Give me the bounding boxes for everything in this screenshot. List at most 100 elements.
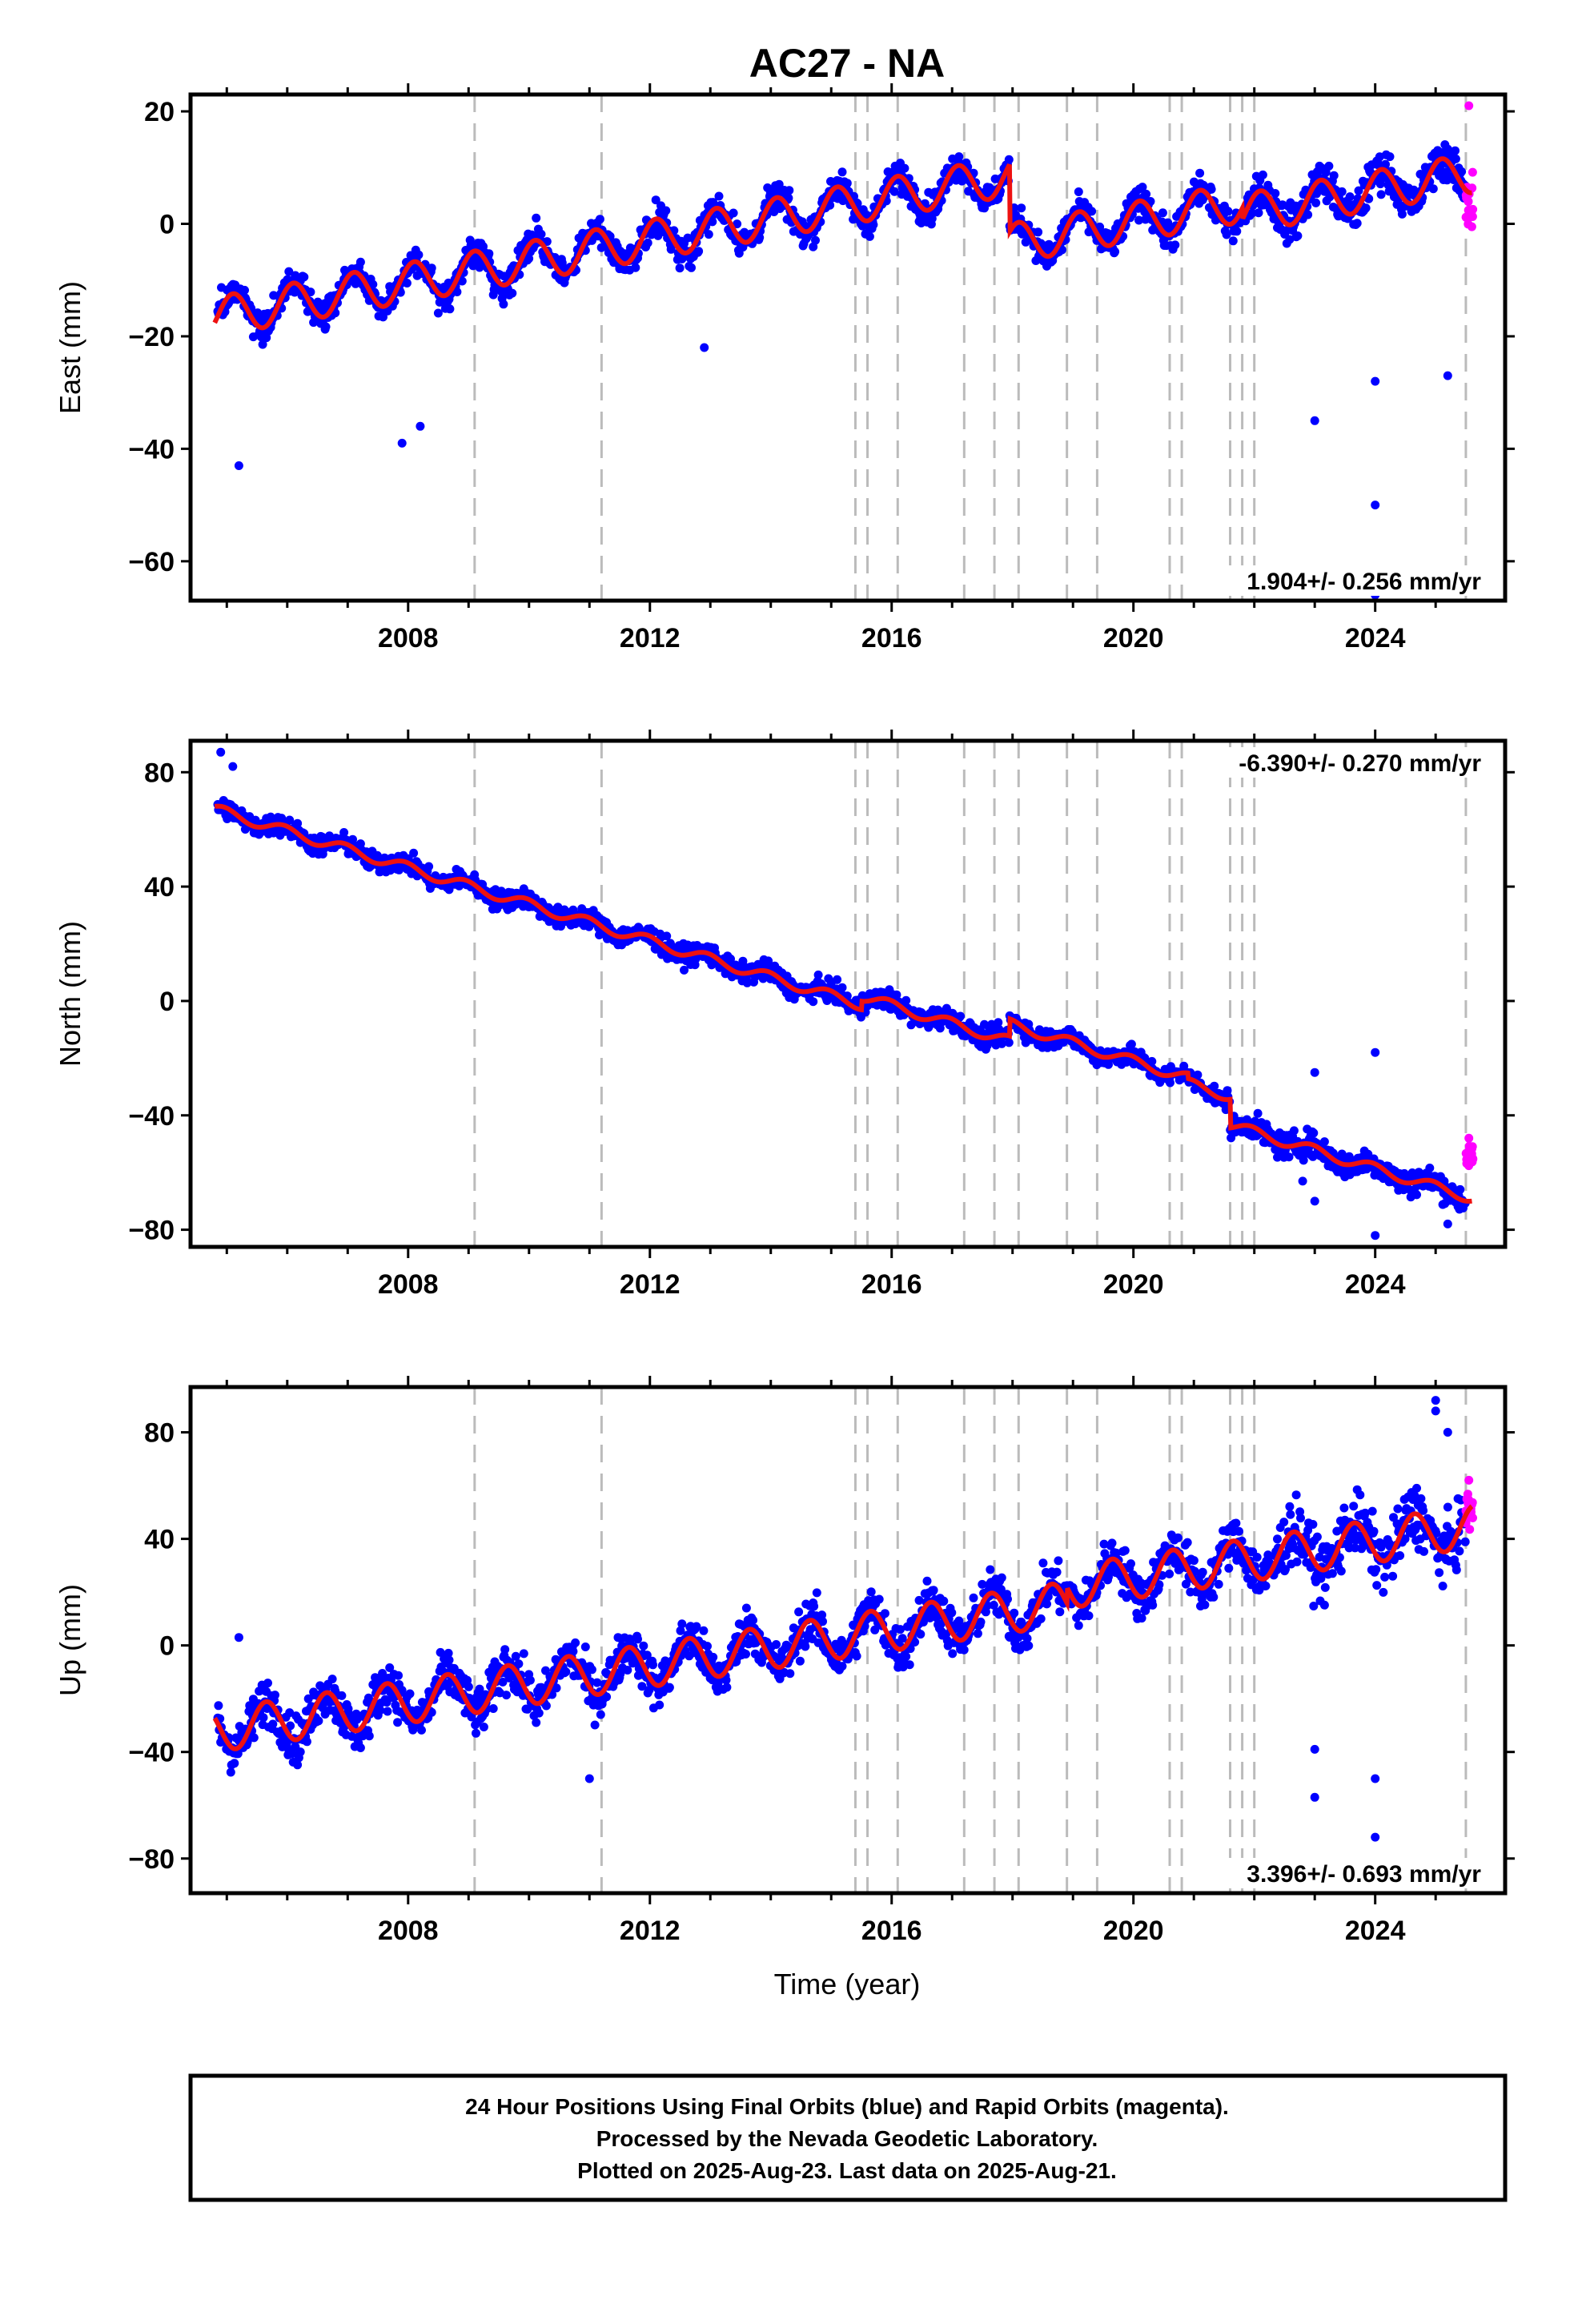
data-point — [1120, 1546, 1130, 1555]
x-tick-label: 2008 — [378, 1269, 439, 1300]
data-point — [811, 235, 820, 245]
data-point — [302, 1737, 311, 1747]
data-point — [355, 1743, 365, 1752]
data-point — [653, 231, 663, 240]
data-point — [1095, 222, 1105, 231]
data-point — [1084, 1611, 1094, 1621]
data-point — [337, 1691, 347, 1700]
data-point — [580, 1642, 590, 1651]
data-point — [1223, 207, 1233, 216]
data-point — [1456, 1184, 1465, 1194]
data-point — [1361, 203, 1371, 213]
data-point — [709, 1652, 718, 1662]
data-point — [1170, 240, 1180, 250]
data-point — [726, 954, 735, 963]
data-point — [901, 1652, 911, 1661]
data-point — [532, 213, 541, 223]
data-point — [464, 1682, 473, 1691]
data-point — [1374, 159, 1383, 168]
data-point — [892, 990, 901, 999]
data-point — [402, 279, 412, 287]
data-point — [785, 186, 794, 195]
x-tick-label: 2012 — [620, 1269, 681, 1300]
data-point — [216, 747, 226, 757]
data-point — [1074, 1621, 1083, 1630]
data-point — [842, 179, 852, 188]
data-point — [680, 965, 689, 975]
data-point — [837, 1662, 847, 1671]
data-point — [590, 1720, 600, 1730]
data-point — [508, 288, 517, 298]
data-point — [901, 995, 911, 1005]
data-point — [905, 1660, 914, 1670]
data-point — [295, 1747, 305, 1757]
data-point — [228, 762, 238, 771]
y-tick-label: 20 — [144, 97, 175, 127]
data-point — [502, 1691, 511, 1700]
data-point — [774, 179, 784, 189]
data-point — [584, 922, 594, 931]
data-point — [662, 931, 672, 941]
data-point — [1024, 1641, 1034, 1651]
data-point — [703, 1642, 712, 1651]
data-point — [445, 304, 455, 314]
data-point — [251, 815, 260, 825]
data-point — [249, 1733, 259, 1743]
data-point — [699, 1626, 709, 1635]
plot-area — [213, 741, 1478, 1247]
data-point — [525, 1675, 535, 1685]
data-point — [262, 333, 271, 343]
data-point — [263, 1679, 272, 1688]
y-tick-label: −40 — [128, 1101, 175, 1132]
data-point — [532, 1718, 541, 1727]
data-point — [666, 244, 676, 254]
data-point — [651, 195, 661, 205]
data-point — [1457, 167, 1467, 176]
data-point — [1004, 155, 1014, 164]
data-point — [1376, 190, 1386, 199]
data-point — [784, 193, 793, 203]
data-point — [1443, 144, 1452, 154]
data-point — [595, 215, 604, 224]
data-point — [865, 231, 874, 241]
data-point — [1222, 230, 1231, 239]
data-point — [452, 287, 462, 296]
rapid-point — [1464, 1148, 1474, 1158]
data-point — [1126, 1559, 1135, 1569]
data-point — [927, 214, 937, 223]
data-point — [285, 815, 295, 825]
data-point — [1319, 1137, 1329, 1147]
data-point — [1309, 1128, 1319, 1138]
x-tick-label: 2016 — [861, 623, 922, 653]
data-point — [433, 308, 443, 318]
rapid-point — [1464, 101, 1474, 111]
data-point — [514, 1659, 524, 1669]
data-point — [755, 233, 765, 243]
data-point — [741, 1603, 751, 1613]
data-point — [772, 1640, 781, 1649]
data-point — [557, 258, 567, 267]
data-point — [1003, 1594, 1012, 1604]
data-point — [948, 1649, 958, 1659]
data-point — [306, 287, 315, 297]
data-point — [997, 1573, 1006, 1582]
data-point — [874, 1594, 884, 1604]
y-tick-label: 40 — [144, 872, 175, 903]
data-point — [258, 340, 267, 349]
data-point — [929, 1586, 938, 1595]
data-point — [687, 263, 696, 272]
data-point — [1110, 247, 1120, 256]
data-point — [677, 1619, 687, 1629]
data-point — [1166, 1078, 1174, 1088]
data-point — [1303, 210, 1313, 219]
data-point — [833, 975, 842, 984]
data-point — [997, 1039, 1006, 1048]
rapid-point — [1464, 1133, 1474, 1143]
data-point — [339, 828, 349, 837]
data-point — [900, 163, 909, 173]
data-point — [214, 1701, 223, 1711]
model-fit-curve — [212, 156, 1472, 331]
data-point — [631, 263, 640, 272]
y-axis-label: North (mm) — [54, 921, 86, 1067]
